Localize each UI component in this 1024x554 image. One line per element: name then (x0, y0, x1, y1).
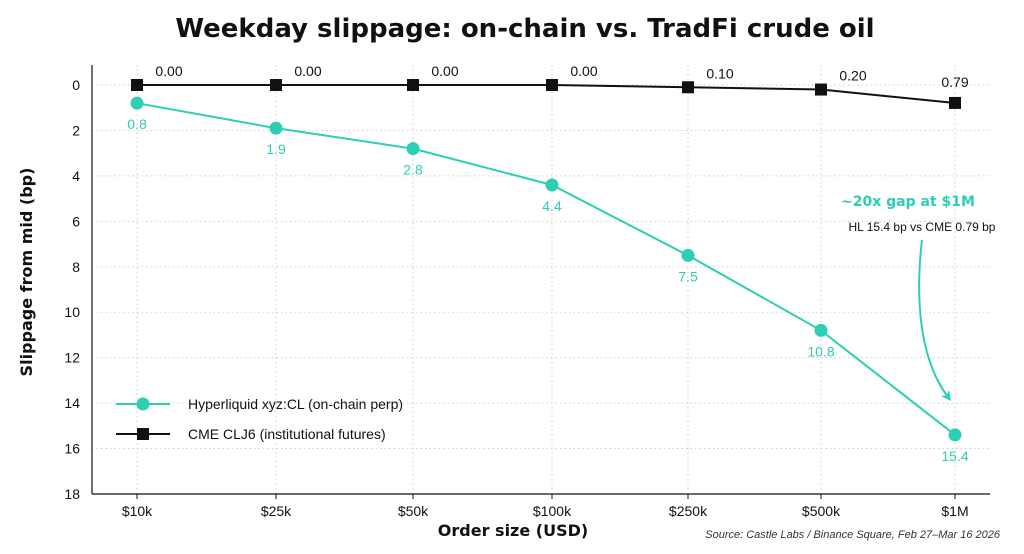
x-tick-label: $10k (122, 503, 153, 519)
hyperliquid-data-label: 2.8 (403, 162, 423, 178)
y-tick-label: 18 (64, 486, 80, 502)
cme-point (949, 96, 961, 109)
hyperliquid-point (948, 428, 962, 442)
cme-data-label: 0.00 (570, 63, 597, 79)
y-tick-label: 6 (72, 213, 80, 229)
y-tick-label: 4 (72, 168, 80, 184)
hyperliquid-legend-label: Hyperliquid xyz:CL (on-chain perp) (188, 396, 403, 412)
y-tick-label: 14 (64, 395, 80, 411)
cme-point (131, 79, 143, 91)
hyperliquid-data-label: 7.5 (678, 268, 698, 284)
annotation-headline: ~20x gap at $1M (841, 194, 975, 210)
hyperliquid-legend-marker (136, 397, 150, 411)
annotation-arrow (918, 239, 952, 401)
chart-title: Weekday slippage: on-chain vs. TradFi cr… (175, 14, 874, 44)
x-axis-label: Order size (USD) (438, 521, 588, 540)
cme-point (270, 79, 282, 91)
x-tick-label: $100k (533, 503, 572, 519)
x-tick-label: $25k (261, 503, 292, 519)
x-tick-label: $250k (669, 503, 708, 519)
cme-point (546, 79, 558, 91)
x-tick-label: $500k (802, 503, 841, 519)
x-tick-label: $50k (398, 503, 429, 519)
cme-point (407, 79, 419, 91)
hyperliquid-point (130, 96, 144, 110)
legend: Hyperliquid xyz:CL (on-chain perp) CME CL… (116, 396, 403, 442)
annotation-layer: ~20x gap at $1M HL 15.4 bp vs CME 0.79 bp (841, 194, 996, 401)
cme-legend-label: CME CLJ6 (institutional futures) (188, 426, 386, 442)
series-layer (130, 79, 962, 442)
hyperliquid-data-label: 4.4 (542, 198, 562, 214)
cme-point (682, 81, 694, 94)
annotation-detail: HL 15.4 bp vs CME 0.79 bp (849, 220, 996, 234)
cme-data-label: 0.00 (294, 63, 321, 79)
cme-data-label: 0.20 (839, 68, 866, 84)
hyperliquid-point (545, 178, 559, 192)
hyperliquid-point (406, 142, 420, 156)
y-tick-label: 8 (72, 259, 80, 275)
hyperliquid-series-line (136, 102, 956, 436)
y-axis-label: Slippage from mid (bp) (17, 168, 36, 377)
hyperliquid-data-label: 15.4 (941, 448, 968, 464)
cme-point (815, 83, 827, 96)
y-tick-label: 16 (64, 441, 80, 457)
y-tick-label: 0 (72, 77, 80, 93)
y-tick-label: 2 (72, 122, 80, 138)
cme-data-label: 0.00 (155, 63, 182, 79)
y-tick-label: 12 (64, 350, 80, 366)
y-tick-label: 10 (64, 304, 80, 320)
cme-data-label: 0.79 (941, 74, 968, 90)
cme-data-label: 0.10 (706, 65, 733, 81)
data-labels-layer: 0.8 1.9 2.8 4.4 7.5 10.8 15.4 0.00 0.00 0.00 0.00 0… (127, 63, 969, 464)
hyperliquid-point (814, 323, 828, 337)
hyperliquid-data-label: 0.8 (127, 116, 147, 132)
cme-data-label: 0.00 (431, 63, 458, 79)
axes-layer: 0 2 4 6 8 10 12 14 16 18 $10k $25k $50k $100k $250k $50… (64, 65, 990, 519)
source-note: Source: Castle Labs / Binance Square, Fe… (705, 529, 1001, 541)
hyperliquid-data-label: 10.8 (807, 343, 834, 359)
hyperliquid-point (681, 248, 695, 262)
hyperliquid-data-label: 1.9 (266, 141, 286, 157)
hyperliquid-point (269, 121, 283, 135)
x-tick-label: $1M (941, 503, 968, 519)
cme-legend-marker (137, 428, 149, 440)
